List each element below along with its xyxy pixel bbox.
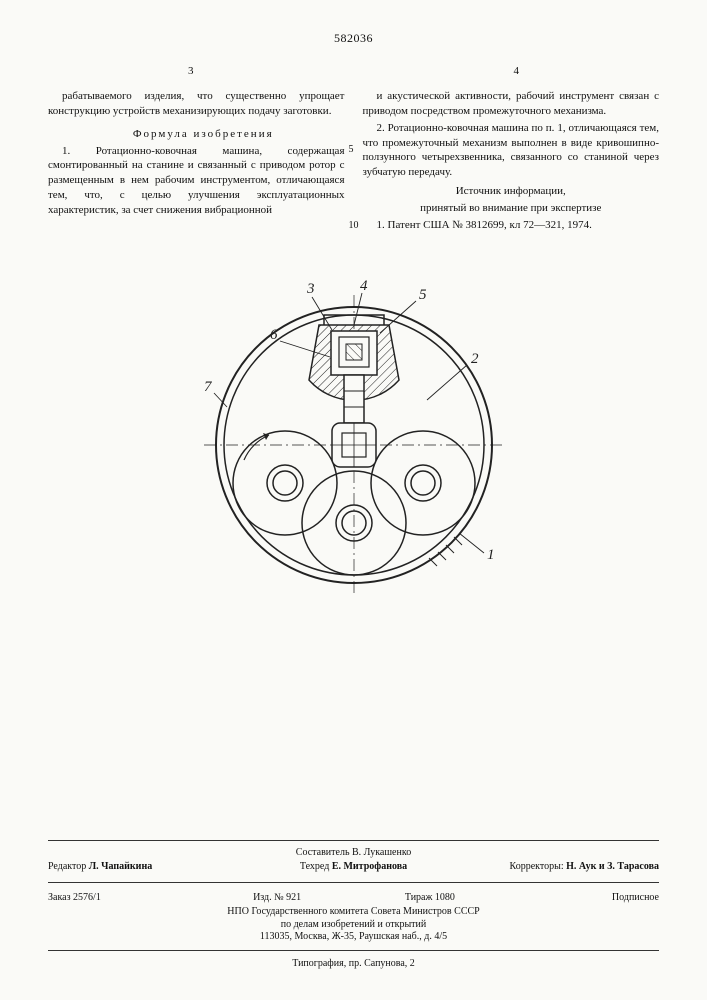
page-left: 3 bbox=[188, 64, 194, 79]
diagram-label-1: 1 bbox=[487, 547, 495, 563]
paragraph: рабатываемого изделия, что существенно у… bbox=[48, 89, 345, 119]
footer-podpisnoe: Подписное bbox=[506, 891, 659, 905]
footer-address: 113035, Москва, Ж-35, Раушская наб., д. … bbox=[48, 931, 659, 944]
paragraph: и акустической активности, рабочий инстр… bbox=[363, 89, 660, 119]
column-left: рабатываемого изделия, что существенно у… bbox=[48, 89, 345, 235]
footer-compiler: Составитель В. Лукашенко bbox=[48, 847, 659, 860]
footer-editor: Редактор Л. Чапайкина bbox=[48, 861, 252, 874]
page-right: 4 bbox=[514, 64, 520, 79]
page-numbers: 3 4 bbox=[48, 64, 659, 79]
source-reference: 1. Патент США № 3812699, кл 72—321, 1974… bbox=[363, 218, 660, 233]
diagram-label-6: 6 bbox=[270, 327, 278, 343]
footer-org: НПО Государственного комитета Совета Мин… bbox=[48, 906, 659, 919]
column-right: и акустической активности, рабочий инстр… bbox=[363, 89, 660, 235]
footer-order: Заказ 2576/1 bbox=[48, 891, 201, 905]
diagram-label-3: 3 bbox=[306, 281, 315, 297]
section-heading: Формула изобретения bbox=[48, 127, 345, 142]
line-marker: 10 bbox=[349, 219, 359, 233]
footer-correctors: Корректоры: Н. Аук и З. Тарасова bbox=[455, 861, 659, 874]
line-markers: 5 10 bbox=[349, 89, 359, 232]
diagram-label-5: 5 bbox=[419, 287, 427, 303]
diagram-label-2: 2 bbox=[471, 351, 479, 367]
footer-techred: Техред Е. Митрофанова bbox=[252, 861, 456, 874]
paragraph: 1. Ротационно-ковочная машина, содержаща… bbox=[48, 144, 345, 218]
footer-tirazh: Тираж 1080 bbox=[354, 891, 507, 905]
footer-izd: Изд. № 921 bbox=[201, 891, 354, 905]
mechanism-diagram: 3 4 5 6 2 7 1 bbox=[184, 275, 524, 595]
footer: Составитель В. Лукашенко Редактор Л. Чап… bbox=[48, 834, 659, 971]
footer-org2: по делам изобретений и открытий bbox=[48, 919, 659, 932]
diagram-label-7: 7 bbox=[204, 379, 213, 395]
document-number: 582036 bbox=[48, 30, 659, 46]
line-marker: 5 bbox=[349, 143, 359, 157]
diagram-label-4: 4 bbox=[360, 278, 368, 294]
diagram-container: 3 4 5 6 2 7 1 bbox=[48, 275, 659, 595]
source-title: Источник информации, bbox=[363, 184, 660, 199]
text-columns: 5 10 рабатываемого изделия, что существе… bbox=[48, 89, 659, 235]
footer-typography: Типография, пр. Сапунова, 2 bbox=[48, 957, 659, 971]
source-subtitle: принятый во внимание при экспертизе bbox=[363, 201, 660, 216]
paragraph: 2. Ротационно-ковочная машина по п. 1, о… bbox=[363, 121, 660, 180]
